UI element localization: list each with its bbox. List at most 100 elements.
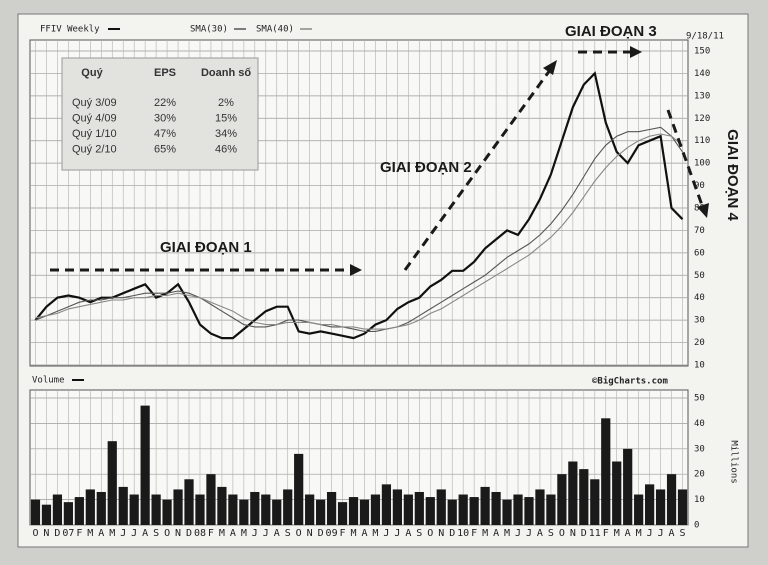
table-header: EPS — [154, 67, 176, 79]
x-tick-label: D — [186, 528, 192, 539]
volume-bar — [239, 499, 249, 525]
x-tick-label: M — [351, 528, 357, 539]
y-tick-label: 130 — [694, 91, 710, 101]
y-tick-label: 150 — [694, 47, 710, 57]
table-cell: 65% — [154, 143, 176, 155]
x-tick-label: J — [263, 528, 269, 539]
volume-bar — [535, 489, 545, 525]
volume-bar — [458, 494, 468, 525]
volume-bar — [414, 491, 424, 525]
x-tick-label: D — [318, 528, 324, 539]
volume-bar — [184, 479, 194, 525]
x-tick-label: F — [471, 528, 477, 539]
source: ©BigCharts.com — [592, 376, 668, 387]
table-header: Quý — [81, 67, 103, 79]
x-tick-label: M — [241, 528, 247, 539]
x-tick-label: M — [219, 528, 225, 539]
x-tick-label: A — [361, 528, 367, 539]
volume-bar — [52, 494, 63, 525]
volume-bar — [403, 494, 413, 525]
x-tick-label: F — [208, 528, 214, 539]
x-tick-label: O — [164, 528, 170, 539]
legend-label: Volume — [32, 376, 65, 386]
x-tick-label: D — [54, 528, 60, 539]
volume-bar — [392, 489, 402, 525]
volume-bar — [579, 469, 589, 525]
volume-bar — [590, 479, 600, 525]
x-tick-label: 11 — [589, 528, 601, 539]
sma-line — [35, 133, 683, 330]
table-cell: Quý 4/09 — [72, 112, 117, 124]
volume-bar — [557, 474, 567, 525]
table-cell: 22% — [154, 97, 176, 109]
y-tick-label: 140 — [694, 69, 710, 79]
volume-bar — [272, 499, 282, 525]
volume-bar — [480, 486, 490, 525]
x-tick-label: A — [625, 528, 631, 539]
arrowhead — [543, 60, 557, 75]
y-tick-label: 60 — [694, 248, 705, 258]
arrowhead — [630, 46, 642, 58]
legend-label: SMA(40) — [256, 25, 294, 35]
table-cell: 34% — [215, 128, 237, 140]
x-tick-label: J — [120, 528, 126, 539]
x-tick-label: J — [394, 528, 400, 539]
y-tick-label: 110 — [694, 136, 710, 146]
x-tick-label: M — [504, 528, 510, 539]
volume-bar — [524, 497, 534, 525]
x-tick-label: J — [131, 528, 137, 539]
volume-bar — [513, 494, 523, 525]
x-tick-label: S — [285, 528, 291, 539]
y-tick-label: 40 — [694, 419, 705, 429]
x-tick-label: D — [581, 528, 587, 539]
volume-bar — [348, 497, 359, 525]
volume-bar — [436, 489, 446, 525]
volume-bar — [634, 494, 644, 525]
volume-bar — [294, 453, 304, 525]
x-tick-label: N — [307, 528, 313, 539]
y-tick-label: 20 — [694, 338, 705, 348]
x-tick-label: M — [372, 528, 378, 539]
marks — [30, 71, 688, 525]
volume-bar — [151, 494, 161, 525]
table-cell: 46% — [215, 143, 237, 155]
y-tick-label: 10 — [694, 361, 705, 371]
y-tick-label: 30 — [694, 316, 705, 326]
volume-bar — [41, 504, 52, 525]
table-cell: Quý 1/10 — [72, 128, 117, 140]
volume-bar — [655, 489, 666, 525]
volume-bar — [623, 448, 633, 525]
volume-bar — [316, 499, 326, 525]
y-tick-label: 20 — [694, 470, 705, 480]
volume-bar — [217, 486, 227, 525]
table-cell: 30% — [154, 112, 176, 124]
x-tick-label: N — [438, 528, 444, 539]
volume-bar — [30, 499, 41, 525]
volume-bar — [469, 497, 479, 525]
x-tick-label: S — [548, 528, 554, 539]
x-tick-label: J — [252, 528, 258, 539]
y-tick-label: 100 — [694, 159, 710, 169]
x-tick-label: M — [109, 528, 115, 539]
arrow — [666, 109, 705, 209]
x-tick-label: M — [87, 528, 93, 539]
volume-bar — [228, 494, 238, 525]
x-tick-label: J — [526, 528, 532, 539]
x-tick-label: F — [340, 528, 346, 539]
table-cell: Quý 3/09 — [72, 97, 117, 109]
x-tick-label: D — [449, 528, 455, 539]
x-tick-label: M — [636, 528, 642, 539]
x-tick-label: J — [515, 528, 521, 539]
volume-bar — [162, 499, 172, 525]
x-tick-label: S — [680, 528, 686, 539]
volume-bar — [381, 484, 392, 525]
arrowhead — [697, 203, 709, 218]
arrows — [50, 50, 705, 272]
x-tick-label: A — [98, 528, 104, 539]
volume-bar — [63, 502, 73, 525]
x-tick-label: A — [493, 528, 499, 539]
table-cell: 15% — [215, 112, 237, 124]
y-axis-label: Millions — [729, 440, 739, 483]
volume-bar — [140, 405, 150, 525]
